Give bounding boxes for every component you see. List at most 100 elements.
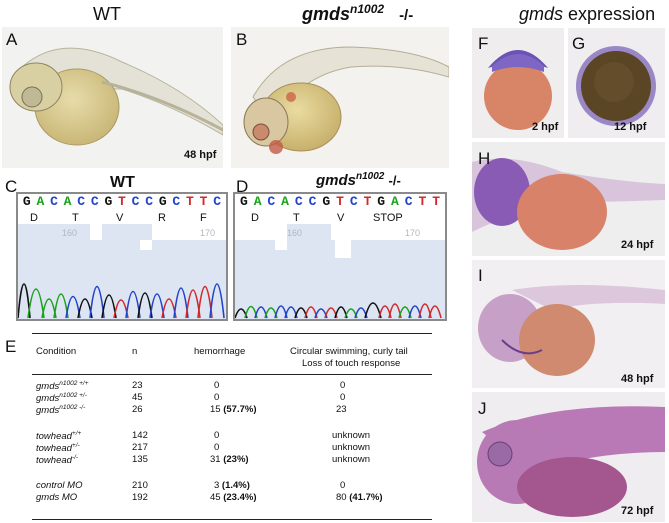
wt-base: C <box>172 194 181 209</box>
wt-base: C <box>131 194 140 209</box>
row-n: 210 <box>132 480 148 491</box>
wt-base: T <box>118 194 126 209</box>
panel-a-photo <box>2 27 223 168</box>
row-n: 135 <box>132 454 148 465</box>
row-hemorrhage: 0 <box>214 392 220 403</box>
panel-c-label: C <box>5 177 18 196</box>
mut-seq-genotype: -/- <box>388 173 401 188</box>
row-phenotype: unknown <box>332 430 371 441</box>
mut-base: A <box>281 194 289 209</box>
wt-base: C <box>145 194 154 209</box>
mut-base: C <box>294 194 303 209</box>
panel-b-label: B <box>236 30 248 49</box>
wt-trace <box>18 224 226 319</box>
header-phenotype-1: Circular swimming, curly tail <box>290 346 408 357</box>
wt-aa-0: D <box>30 212 38 224</box>
header-hemorrhage: hemorrhage <box>194 346 246 357</box>
mut-base: T <box>432 194 441 209</box>
wt-base: G <box>158 194 167 209</box>
mut-base: C <box>267 194 276 209</box>
header-n: n <box>132 346 138 357</box>
row-condition: gmdsn1002 -/- <box>36 404 86 417</box>
row-n: 192 <box>132 492 148 503</box>
row-hemorrhage: 0 <box>214 430 220 441</box>
wt-aa-3: R <box>158 212 166 224</box>
wt-base: G <box>104 194 113 209</box>
header-condition: Condition <box>36 346 77 357</box>
mut-pos-160: 160 <box>287 228 303 238</box>
mut-base: T <box>418 194 427 209</box>
row-condition: gmds MO <box>36 492 78 503</box>
row-hemorrhage: 31 (23%) <box>210 454 249 465</box>
panel-e-label: E <box>5 337 17 356</box>
panel-i-stage: 48 hpf <box>621 373 654 385</box>
wt-pos-160: 160 <box>62 228 78 238</box>
row-condition: gmdsn1002 +/+ <box>36 380 89 393</box>
table-bottom-rule <box>32 519 432 520</box>
mut-seq-allele: n1002 <box>356 171 385 182</box>
wt-aa-4: F <box>200 212 207 224</box>
row-n: 45 <box>132 392 143 403</box>
row-condition: towhead-/- <box>36 454 79 467</box>
mut-base: C <box>349 194 358 209</box>
expression-gene: gmds <box>519 4 564 24</box>
row-hemorrhage: 3 (1.4%) <box>214 480 250 491</box>
row-n: 26 <box>132 404 143 415</box>
row-hemorrhage: 45 (23.4%) <box>210 492 257 503</box>
row-phenotype: unknown <box>332 454 371 465</box>
mut-seq-gene: gmds <box>316 172 357 189</box>
panel-g-stage: 12 hpf <box>614 121 647 133</box>
row-condition: towhead+/- <box>36 442 80 455</box>
wt-base: C <box>50 194 58 209</box>
row-phenotype: 80 (41.7%) <box>336 492 383 503</box>
mut-base: T <box>336 194 344 209</box>
mut-base: G <box>322 194 331 209</box>
row-phenotype: 0 <box>340 480 346 491</box>
panel-a-stage: 48 hpf <box>184 149 217 161</box>
mut-pos-170: 170 <box>405 228 421 238</box>
mut-base: G <box>239 194 248 209</box>
mut-base: A <box>391 194 399 209</box>
table-header-rule <box>32 374 432 375</box>
mut-aa-1: T <box>293 212 300 224</box>
mutant-title: gmdsn1002 -/- <box>302 2 413 25</box>
panel-h-photo <box>472 142 665 256</box>
row-condition: control MO <box>36 480 83 491</box>
expression-title: gmds expression <box>519 4 655 25</box>
mut-base: T <box>363 194 372 209</box>
embryo-24hpf-image <box>472 142 665 256</box>
wt-base: C <box>213 194 222 209</box>
mut-base: C <box>308 194 317 209</box>
panel-b-photo <box>231 27 449 168</box>
embryo-12hpf-image <box>568 28 665 138</box>
wt-seq-title: WT <box>110 174 135 191</box>
mut-base: C <box>404 194 413 209</box>
panel-j-stage: 72 hpf <box>621 505 654 517</box>
wt-base: A <box>63 194 72 209</box>
row-n: 23 <box>132 380 143 391</box>
row-condition: towhead+/+ <box>36 430 82 443</box>
panel-i-label: I <box>478 266 483 285</box>
wt-embryo-image <box>2 27 223 168</box>
panel-h-stage: 24 hpf <box>621 239 654 251</box>
wt-base: C <box>90 194 99 209</box>
panel-g-photo <box>568 28 665 138</box>
panel-f-photo <box>472 28 564 138</box>
wt-base: T <box>199 194 208 209</box>
mutant-genotype: -/- <box>399 7 414 24</box>
mutant-embryo-image <box>231 27 449 168</box>
row-phenotype: 0 <box>340 392 346 403</box>
row-hemorrhage: 15 (57.7%) <box>210 404 257 415</box>
row-n: 142 <box>132 430 148 441</box>
wt-aa-2: V <box>116 212 124 224</box>
mut-aa-3: STOP <box>373 212 403 224</box>
panel-f-stage: 2 hpf <box>532 121 559 133</box>
panel-i-photo <box>472 260 665 388</box>
panel-d-label: D <box>236 177 249 196</box>
mut-seq-title: gmdsn1002 -/- <box>316 171 401 189</box>
mutant-gene: gmds <box>302 4 351 24</box>
wt-base: A <box>36 194 45 209</box>
